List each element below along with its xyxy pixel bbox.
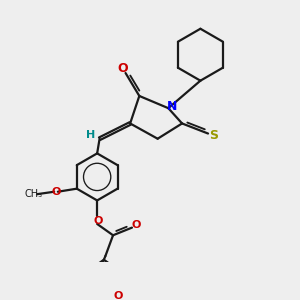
Text: O: O: [132, 220, 141, 230]
Text: O: O: [114, 291, 123, 300]
Text: CH₃: CH₃: [24, 189, 43, 199]
Text: O: O: [118, 62, 128, 75]
Text: O: O: [52, 187, 61, 197]
Text: O: O: [94, 216, 104, 226]
Text: S: S: [209, 129, 218, 142]
Text: N: N: [167, 100, 178, 113]
Text: H: H: [86, 130, 96, 140]
